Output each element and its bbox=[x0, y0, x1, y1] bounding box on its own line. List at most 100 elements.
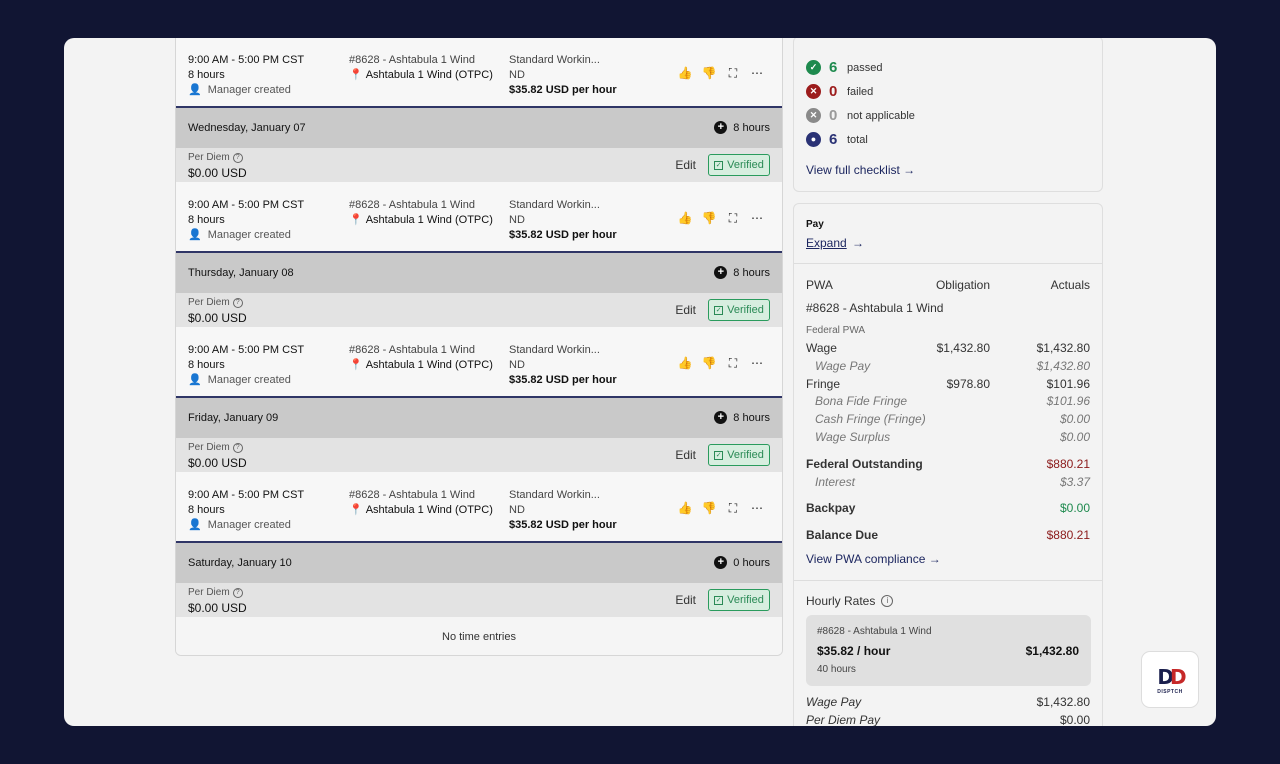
help-icon[interactable]: ? bbox=[232, 297, 243, 308]
more-icon[interactable]: ⋯ bbox=[751, 356, 763, 370]
help-icon[interactable]: ? bbox=[232, 152, 243, 163]
entry-rate-column: Standard Workin... ND $35.82 USD per hou… bbox=[509, 488, 617, 533]
na-label: not applicable bbox=[847, 109, 915, 122]
expand-link[interactable]: Expand bbox=[806, 236, 847, 250]
view-pwa-compliance-label: View PWA compliance bbox=[806, 552, 926, 566]
verified-label: Verified bbox=[727, 159, 764, 171]
entry-source-label: Manager created bbox=[207, 519, 291, 531]
checkbox-icon: ✓ bbox=[714, 160, 724, 170]
entry-actions: 👍 👎 ⛶ ⋯ bbox=[677, 355, 764, 371]
more-icon[interactable]: ⋯ bbox=[751, 66, 763, 80]
more-icon[interactable]: ⋯ bbox=[751, 211, 763, 225]
add-entry-icon[interactable]: + bbox=[714, 121, 728, 134]
verified-badge[interactable]: ✓ Verified bbox=[708, 444, 770, 466]
entry-rate: $35.82 USD per hour bbox=[509, 229, 617, 241]
hr-project: #8628 - Ashtabula 1 Wind bbox=[817, 626, 932, 637]
time-entry[interactable]: 9:00 AM - 5:00 PM CST 8 hours 👤 Manager … bbox=[176, 182, 782, 253]
entry-time: 9:00 AM - 5:00 PM CST bbox=[188, 489, 305, 501]
wage-surplus-value: $0.00 bbox=[1059, 430, 1090, 444]
expand-icon[interactable]: ⛶ bbox=[728, 500, 738, 515]
expand-icon[interactable]: ⛶ bbox=[728, 65, 738, 80]
map-pin-icon: 📍 bbox=[349, 69, 363, 81]
entry-duration: 8 hours bbox=[188, 69, 225, 81]
federal-outstanding-label: Federal Outstanding bbox=[806, 457, 923, 471]
entry-actions: 👍 👎 ⛶ ⋯ bbox=[677, 500, 764, 516]
time-entry[interactable]: 9:00 AM - 5:00 PM CST 8 hours 👤 Manager … bbox=[176, 38, 782, 108]
time-entry[interactable]: 9:00 AM - 5:00 PM CST 8 hours 👤 Manager … bbox=[176, 327, 782, 398]
per-diem-label: Per Diem bbox=[188, 587, 230, 598]
map-pin-icon: 📍 bbox=[349, 214, 363, 226]
footer-per-diem-label: Per Diem Pay bbox=[806, 713, 881, 726]
add-entry-icon[interactable]: + bbox=[714, 556, 728, 569]
add-entry-icon[interactable]: + bbox=[714, 266, 728, 279]
verified-badge[interactable]: ✓ Verified bbox=[708, 589, 770, 611]
checkbox-icon: ✓ bbox=[714, 305, 724, 315]
day-hours: + 0 hours bbox=[714, 556, 770, 569]
entry-rate: $35.82 USD per hour bbox=[509, 519, 617, 531]
help-icon[interactable]: ? bbox=[232, 442, 243, 453]
x-circle-icon: ✕ bbox=[806, 84, 821, 99]
entry-classification: Standard Workin... bbox=[509, 489, 600, 501]
thumbs-down-icon[interactable]: 👎 bbox=[701, 501, 717, 515]
entry-source: 👤 Manager created bbox=[188, 518, 304, 533]
hourly-rates-title: Hourly Rates bbox=[806, 594, 876, 608]
thumbs-down-icon[interactable]: 👎 bbox=[701, 211, 717, 225]
arrow-right-icon: → bbox=[903, 163, 916, 177]
per-diem-label: Per Diem bbox=[188, 152, 230, 163]
entry-time-column: 9:00 AM - 5:00 PM CST 8 hours 👤 Manager … bbox=[188, 488, 304, 533]
view-pwa-compliance-link[interactable]: View PWA compliance → bbox=[806, 552, 941, 566]
edit-button[interactable]: Edit bbox=[675, 303, 696, 317]
verified-badge[interactable]: ✓ Verified bbox=[708, 154, 770, 176]
time-entry[interactable]: 9:00 AM - 5:00 PM CST 8 hours 👤 Manager … bbox=[176, 472, 782, 543]
help-icon[interactable]: ? bbox=[232, 587, 243, 598]
edit-button[interactable]: Edit bbox=[675, 448, 696, 462]
verified-badge[interactable]: ✓ Verified bbox=[708, 299, 770, 321]
bona-fide-value: $101.96 bbox=[1046, 394, 1090, 408]
add-entry-icon[interactable]: + bbox=[714, 411, 728, 424]
thumbs-down-icon[interactable]: 👎 bbox=[701, 356, 717, 370]
check-circle-icon: ✓ bbox=[806, 60, 821, 75]
entry-duration: 8 hours bbox=[188, 504, 225, 516]
entry-source-label: Manager created bbox=[207, 374, 291, 386]
expand-icon[interactable]: ⛶ bbox=[728, 210, 738, 225]
app-window: 9:00 AM - 5:00 PM CST 8 hours 👤 Manager … bbox=[64, 38, 1216, 726]
expand-icon[interactable]: ⛶ bbox=[728, 355, 738, 370]
day-hours-label: 0 hours bbox=[733, 556, 770, 569]
verified-label: Verified bbox=[727, 449, 764, 461]
thumbs-down-icon[interactable]: 👎 bbox=[701, 66, 717, 80]
fringe-obligation: $978.80 bbox=[946, 377, 990, 391]
checklist-card: ✓ 6 passed ✕ 0 failed ✕ 0 not applicable… bbox=[793, 38, 1103, 192]
day-label: Friday, January 09 bbox=[188, 412, 279, 424]
map-pin-icon: 📍 bbox=[349, 359, 363, 371]
edit-button[interactable]: Edit bbox=[675, 593, 696, 607]
entry-classification: Standard Workin... bbox=[509, 344, 600, 356]
disptch-logo[interactable]: DD DISPTCH bbox=[1141, 651, 1199, 708]
more-icon[interactable]: ⋯ bbox=[751, 501, 763, 515]
entry-project-column: #8628 - Ashtabula 1 Wind 📍 Ashtabula 1 W… bbox=[349, 198, 493, 228]
per-diem-value: $0.00 USD bbox=[188, 311, 247, 325]
pay-card: Pay Expand → PWA Obligation Actuals #862… bbox=[793, 203, 1103, 726]
day-hours-label: 8 hours bbox=[733, 266, 770, 279]
na-circle-icon: ✕ bbox=[806, 108, 821, 123]
entry-project: #8628 - Ashtabula 1 Wind bbox=[349, 54, 475, 66]
user-edit-icon: 👤 bbox=[188, 84, 202, 96]
checkbox-icon: ✓ bbox=[714, 595, 724, 605]
entry-time: 9:00 AM - 5:00 PM CST bbox=[188, 54, 305, 66]
pay-project: #8628 - Ashtabula 1 Wind bbox=[806, 301, 944, 315]
arrow-right-icon: → bbox=[928, 552, 941, 566]
total-count: 6 bbox=[829, 131, 838, 148]
hr-hours: 40 hours bbox=[817, 664, 856, 675]
thumbs-up-icon[interactable]: 👍 bbox=[677, 356, 693, 370]
view-full-checklist-label: View full checklist bbox=[806, 163, 900, 177]
balance-due-value: $880.21 bbox=[1046, 528, 1090, 542]
day-hours: + 8 hours bbox=[714, 266, 770, 279]
info-icon[interactable]: i bbox=[881, 595, 894, 607]
divider bbox=[794, 263, 1102, 264]
thumbs-up-icon[interactable]: 👍 bbox=[677, 501, 693, 515]
thumbs-up-icon[interactable]: 👍 bbox=[677, 66, 693, 80]
hourly-rates-header: Hourly Rates i bbox=[806, 594, 894, 608]
thumbs-up-icon[interactable]: 👍 bbox=[677, 211, 693, 225]
edit-button[interactable]: Edit bbox=[675, 158, 696, 172]
view-full-checklist-link[interactable]: View full checklist → bbox=[806, 163, 915, 177]
per-diem-label: Per Diem bbox=[188, 297, 230, 308]
